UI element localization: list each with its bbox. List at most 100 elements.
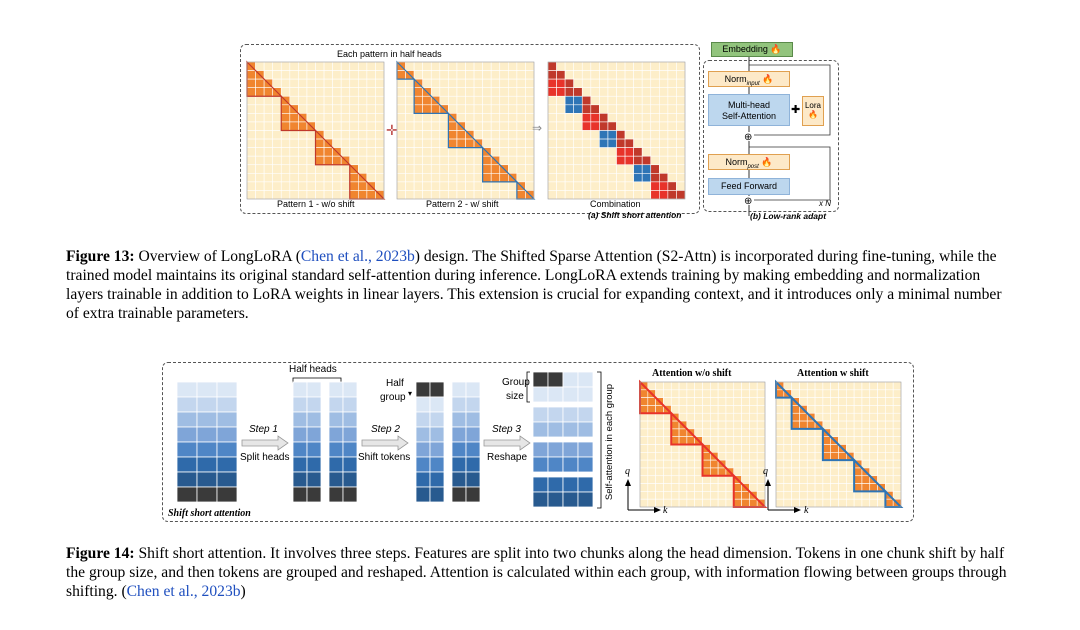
figure13-caption: Figure 13: Overview of LongLoRA (Chen et… — [66, 247, 1016, 323]
figure14-citation-link[interactable]: Chen et al., 2023b — [126, 583, 241, 600]
attention-cell — [655, 420, 664, 430]
attention-cell — [456, 147, 466, 157]
attention-cell — [323, 104, 333, 114]
attention-cell — [490, 173, 501, 183]
attention-cell — [641, 155, 652, 166]
attention-cell — [332, 61, 342, 71]
attention-cell — [710, 459, 719, 469]
attention-cell — [413, 155, 423, 166]
attention-cell — [263, 164, 273, 174]
attention-cell — [838, 397, 847, 406]
attention-cell — [306, 113, 316, 123]
attention-cell — [439, 78, 449, 88]
attention-cell — [405, 87, 415, 97]
attention-cell — [741, 381, 750, 391]
attention-cell — [814, 381, 824, 391]
attention-cell — [670, 436, 680, 445]
group-cell — [547, 491, 564, 508]
attention-cell — [413, 130, 423, 140]
attention-cell — [641, 95, 652, 106]
attention-cell — [799, 397, 808, 406]
attention-cell — [694, 389, 703, 398]
block-outline — [853, 457, 888, 493]
attention-cell — [323, 95, 333, 106]
attention-cell — [573, 104, 583, 114]
attention-cell — [663, 389, 672, 398]
step3-label: Step 3 — [492, 424, 521, 435]
attention-cell — [508, 190, 518, 200]
attention-cell — [482, 95, 492, 106]
attention-cell — [853, 397, 863, 406]
attention-cell — [607, 87, 617, 97]
grid-border — [775, 381, 902, 508]
attention-cell — [624, 164, 634, 174]
attention-cell — [516, 164, 526, 174]
attention-cell — [298, 61, 308, 71]
attention-cell — [306, 130, 316, 140]
attention-cell — [556, 95, 566, 106]
token-cell — [342, 411, 358, 428]
attention-cell — [516, 190, 526, 200]
token-cell — [216, 396, 238, 413]
attention-cell — [869, 397, 878, 406]
attention-cell — [791, 389, 800, 398]
attention-cell — [323, 121, 333, 131]
attention-cell — [465, 70, 475, 80]
attention-cell — [448, 78, 458, 88]
attention-cell — [686, 405, 695, 414]
attention-cell — [456, 190, 466, 200]
plus-icon: ✚ — [791, 104, 801, 116]
attention-cell — [375, 113, 385, 123]
attention-cell — [641, 138, 652, 148]
token-cell — [306, 441, 322, 458]
attention-cell — [298, 104, 308, 114]
attention-cell — [516, 95, 526, 106]
group-cell — [532, 406, 549, 423]
attention-cell — [749, 420, 758, 430]
attention-cell — [490, 190, 501, 200]
attention-cell — [775, 452, 785, 461]
attention-cell — [473, 155, 483, 166]
attention-cell — [633, 181, 643, 191]
attention-cell — [358, 87, 368, 97]
group-cell — [577, 456, 594, 473]
token-cell — [342, 471, 358, 488]
attention-cell — [676, 181, 686, 191]
attention-cell — [869, 428, 878, 437]
step3-arrow — [483, 435, 531, 451]
attention-cell — [516, 155, 526, 166]
attention-cell — [556, 173, 566, 183]
attention-cell — [499, 181, 509, 191]
attention-cell — [272, 147, 282, 157]
attention-cell — [853, 436, 863, 445]
attention-cell — [663, 444, 672, 453]
attention-cell — [246, 173, 256, 183]
attention-cell — [525, 95, 535, 106]
attention-cell — [340, 70, 351, 80]
attention-cell — [806, 452, 816, 461]
attention-cell — [791, 420, 800, 430]
attention-cell — [430, 164, 441, 174]
token-cell — [451, 486, 467, 503]
group-cell — [547, 386, 564, 403]
token-cell — [176, 396, 198, 413]
figure13-citation-link[interactable]: Chen et al., 2023b — [300, 248, 415, 265]
attention-cell — [783, 428, 792, 437]
attention-cell — [670, 452, 680, 461]
attention-cell — [448, 95, 458, 106]
attention-cell — [822, 444, 831, 453]
attention-cell — [473, 78, 483, 88]
attention-cell — [340, 164, 351, 174]
attention-cell — [590, 138, 600, 148]
attention-cell — [564, 164, 574, 174]
attention-cell — [323, 113, 333, 123]
attention-cell — [581, 70, 592, 80]
attention-cell — [694, 467, 703, 477]
attention-cell — [556, 155, 566, 166]
attention-cell — [315, 181, 325, 191]
attention-cell — [490, 121, 501, 131]
attention-cell — [422, 173, 432, 183]
attention-cell — [508, 104, 518, 114]
attention-cell — [405, 181, 415, 191]
token-cell — [176, 426, 198, 443]
